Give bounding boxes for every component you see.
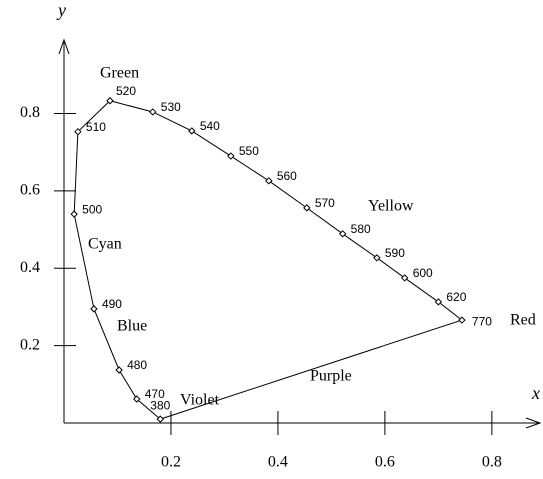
point: [188, 127, 196, 135]
point: [373, 254, 381, 262]
point: [434, 298, 443, 306]
point: [70, 210, 78, 218]
wavelength-label: 770: [472, 314, 492, 328]
y-tick-label: 0.2: [20, 336, 40, 353]
point: [303, 204, 311, 212]
wavelength-label: 380: [150, 398, 170, 412]
region-label: Violet: [180, 392, 220, 409]
x-tick-label: 0.2: [161, 454, 181, 471]
wavelength-label: 590: [385, 246, 405, 260]
region-label: Yellow: [368, 198, 414, 215]
x-tick-label: 0.4: [268, 454, 288, 471]
wavelength-label: 560: [277, 169, 297, 183]
wavelength-label: 490: [102, 297, 122, 311]
x-tick-label: 0.8: [482, 454, 502, 471]
region-label: Red: [510, 312, 536, 329]
point: [74, 127, 82, 136]
y-axis-label: y: [56, 0, 66, 20]
wavelength-label: 510: [86, 120, 106, 134]
wavelength-label: 600: [413, 266, 433, 280]
point: [156, 415, 164, 423]
x-axis-label: x: [531, 383, 540, 403]
x-arrow: [525, 417, 542, 429]
y-tick-label: 0.6: [20, 182, 40, 199]
y-tick-label: 0.4: [20, 259, 40, 276]
region-label: Green: [100, 65, 139, 82]
point: [400, 274, 409, 282]
wavelength-label: 500: [82, 202, 102, 216]
region-label: Blue: [117, 318, 147, 335]
x-tick-label: 0.6: [375, 454, 395, 471]
wavelength-label: 530: [161, 100, 181, 114]
wavelength-label: 580: [351, 222, 371, 236]
point: [115, 366, 123, 374]
point: [106, 97, 114, 105]
point: [338, 230, 347, 238]
y-tick-label: 0.8: [20, 104, 40, 121]
wavelength-label: 540: [200, 119, 220, 133]
region-label: Cyan: [88, 236, 122, 253]
wavelength-label: 520: [116, 84, 136, 98]
wavelength-label: 470: [145, 387, 165, 401]
wavelength-label: 480: [127, 358, 147, 372]
point: [133, 395, 141, 403]
point: [458, 316, 466, 324]
point: [227, 152, 235, 160]
point: [90, 305, 98, 313]
point: [149, 108, 157, 116]
wavelength-label: 570: [315, 196, 335, 210]
locus-line: [73, 100, 463, 420]
y-arrow: [58, 38, 70, 55]
point: [265, 177, 273, 185]
wavelength-label: 620: [446, 290, 466, 304]
wavelength-label: 550: [239, 144, 259, 158]
region-label: Purple: [310, 368, 352, 385]
